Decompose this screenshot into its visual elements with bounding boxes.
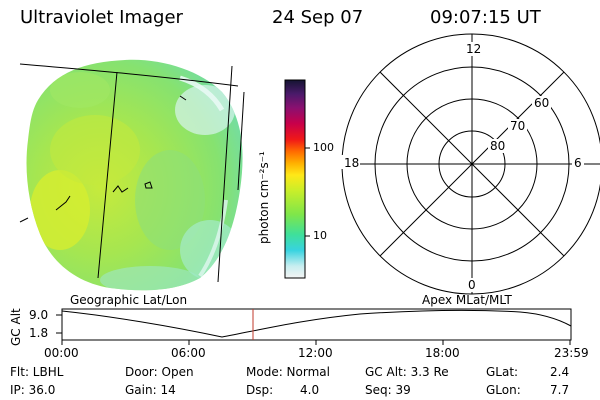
polar-lat-80: 80 (490, 139, 506, 153)
colorbar-tick-10: 10 (313, 229, 327, 242)
polar-mlt-0: 0 (468, 278, 476, 292)
status-glon-label: GLon: (486, 383, 521, 397)
polar-mlt-6: 6 (574, 156, 582, 170)
altitude-ytick-min: 1.8 (29, 326, 49, 340)
status-filter: Flt: LBHL (10, 365, 64, 379)
polar-lat-70: 70 (510, 119, 526, 133)
polar-grid (341, 33, 600, 295)
status-gain: Gain: 14 (125, 383, 176, 397)
polar-mlt-18: 18 (344, 156, 360, 170)
colorbar (284, 79, 310, 279)
status-door: Door: Open (125, 365, 194, 379)
altitude-xtick-3: 18:00 (425, 346, 460, 360)
altitude-ylabel: GC Alt (9, 308, 23, 346)
polar-lat-60: 60 (534, 96, 550, 110)
polar-mlt-12: 12 (466, 42, 482, 56)
time-label: 09:07:15 UT (430, 7, 541, 28)
colorbar-unit-label: photon cm⁻²s⁻¹ (257, 151, 271, 244)
altitude-ytick-max: 9.0 (29, 308, 49, 322)
status-gc-alt: GC Alt: 3.3 Re (365, 365, 449, 379)
geographic-grid-lines (19, 63, 245, 283)
status-seq: Seq: 39 (365, 383, 411, 397)
earth-disk-image (26, 59, 243, 291)
apex-label: Apex MLat/MLT (422, 293, 512, 307)
altitude-xtick-2: 12:00 (298, 346, 333, 360)
altitude-curve (61, 309, 572, 338)
status-glat-label: GLat: (486, 365, 519, 379)
status-mode: Mode: Normal (246, 365, 330, 379)
status-dsp-label: Dsp: (246, 383, 274, 397)
altitude-plot (56, 308, 572, 345)
colorbar-tick-100: 100 (313, 141, 334, 154)
altitude-xtick-1: 06:00 (171, 346, 206, 360)
altitude-xtick-4: 23:59 (554, 346, 589, 360)
status-dsp-value: 4.0 (300, 383, 320, 397)
date-label: 24 Sep 07 (272, 7, 364, 28)
status-glon-value: 7.7 (550, 383, 570, 397)
geographic-label: Geographic Lat/Lon (70, 293, 188, 307)
status-ip: IP: 36.0 (10, 383, 56, 397)
status-glat-value: 2.4 (550, 365, 570, 379)
instrument-title: Ultraviolet Imager (20, 7, 183, 28)
altitude-xtick-0: 00:00 (44, 346, 79, 360)
